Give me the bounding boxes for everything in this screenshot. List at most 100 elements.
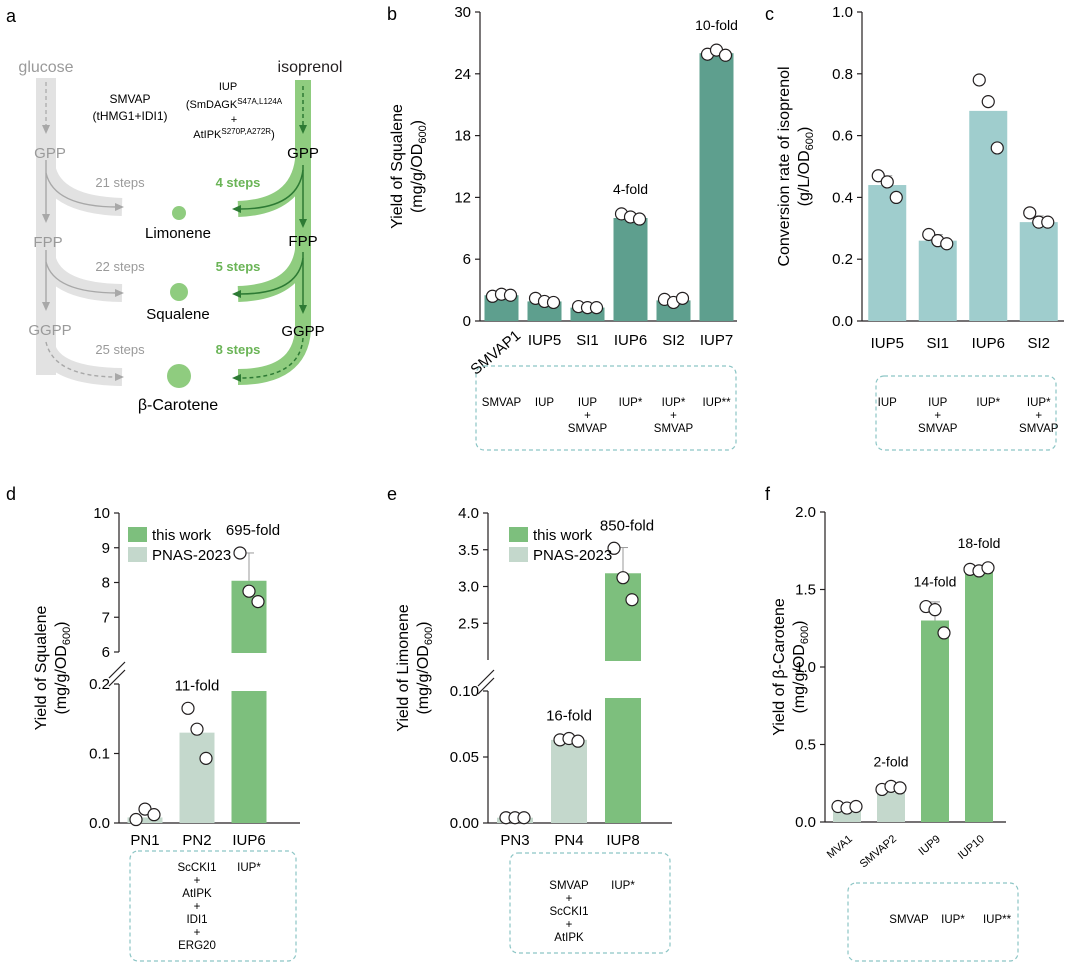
- right-node-ggpp: GGPP: [281, 323, 324, 340]
- strain-description-text: ScCKI1: [550, 906, 589, 918]
- left-node-ggpp: GGPP: [28, 322, 71, 339]
- limonene-circle: [172, 206, 186, 220]
- left-steps-3: 25 steps: [95, 342, 145, 357]
- x-tick-label: PN3: [500, 832, 529, 849]
- product-squalene: Squalene: [146, 306, 209, 323]
- data-point: [871, 169, 885, 183]
- data-point: [517, 811, 531, 825]
- y-tick-label: 24: [454, 66, 471, 83]
- strain-description-text: IUP*: [611, 880, 635, 892]
- bar-iup10: [965, 570, 993, 822]
- strain-description-text: IUP: [878, 397, 898, 409]
- strain-description-text: +: [194, 927, 201, 939]
- y-tick-label: 18: [454, 128, 471, 145]
- y-axis-unit-end: ): [409, 120, 426, 125]
- legend-label-pnas: PNAS-2023: [533, 547, 612, 564]
- carotene-circle: [167, 364, 191, 388]
- y-axis-unit-subscript: 600: [804, 132, 816, 150]
- y-tick-label: 12: [454, 189, 471, 206]
- y-axis-label-line2: (mg/g/OD600): [53, 621, 73, 714]
- y-tick-label: 0.05: [450, 749, 479, 766]
- left-steps-1: 21 steps: [95, 175, 145, 190]
- left-node-fpp: FPP: [33, 234, 62, 251]
- x-tick-label: SMVAP2: [858, 833, 899, 870]
- y-axis-unit: (mg/g/OD: [791, 644, 808, 713]
- y-tick-label: 10: [93, 505, 110, 522]
- strain-description-text: +: [584, 410, 591, 422]
- iup-enzyme-2: AtIPKS270P,A272R): [193, 127, 274, 141]
- y-tick-label: 0.00: [450, 815, 479, 832]
- data-point: [147, 808, 161, 822]
- y-axis-unit-subscript: 600: [799, 626, 811, 644]
- axis-break-mark: [108, 661, 126, 679]
- strain-description-text: IUP*: [941, 914, 965, 926]
- strain-description-text: +: [670, 410, 677, 422]
- bar-iup5: [868, 185, 907, 321]
- y-tick-label: 8: [102, 575, 110, 592]
- strain-description-text: +: [566, 919, 573, 931]
- strain-description-box: [847, 882, 1019, 962]
- panel-label-b: b: [387, 4, 397, 24]
- panel-a-pathway-diagram: a: [6, 6, 342, 414]
- strain-description-box: [509, 852, 671, 954]
- data-point: [1023, 206, 1037, 220]
- x-tick-label: IUP8: [606, 832, 639, 849]
- chart-d-squalene-comparison: 0.0 0.1 0.2 6 7 8 9 10 PN1 PN2 IUP6 11-fold 695-fold…: [33, 505, 300, 962]
- fold-change-annotation: 10-fold: [695, 17, 738, 33]
- y-tick-label: 0.5: [795, 737, 816, 754]
- data-point: [181, 701, 195, 715]
- glucose-pathway-arrows: [36, 78, 124, 386]
- x-tick-label: IUP5: [528, 332, 561, 349]
- bar-iup7: [699, 53, 734, 321]
- x-tick-label: MVA1: [825, 833, 855, 861]
- strain-description-text: SMVAP: [482, 397, 522, 409]
- bar-si1: [918, 240, 957, 321]
- y-tick-label: 1.5: [795, 582, 816, 599]
- y-tick-label: 0: [463, 313, 471, 330]
- data-point: [589, 301, 604, 315]
- bar-iup6: [969, 110, 1008, 321]
- product-carotene: β-Carotene: [138, 397, 218, 414]
- x-tick-label: SI2: [1027, 335, 1050, 352]
- bar-iup8: [605, 573, 641, 823]
- bar-iup6: [613, 218, 648, 321]
- data-point: [675, 291, 690, 305]
- strain-description-box: [875, 375, 1057, 451]
- right-node-gpp: GPP: [287, 145, 319, 162]
- y-tick-label: 3.5: [458, 542, 479, 559]
- data-point: [990, 141, 1004, 155]
- y-tick-label: 1.0: [832, 4, 853, 21]
- strain-description-text: IDI1: [186, 914, 207, 926]
- strain-description-text: SMVAP: [918, 423, 958, 435]
- panel-label-f: f: [765, 484, 771, 504]
- data-point: [981, 561, 995, 575]
- strain-description-text: +: [194, 901, 201, 913]
- data-point: [616, 571, 630, 585]
- legend-swatch-pnas: [509, 547, 528, 562]
- bar-iup9: [921, 620, 949, 822]
- y-tick-label: 0.2: [89, 676, 110, 693]
- data-point: [981, 95, 995, 109]
- strain-description-text: IUP*: [619, 397, 643, 409]
- panel-label-c: c: [765, 4, 774, 24]
- y-axis-unit-subscript: 600: [61, 627, 73, 645]
- squalene-circle: [170, 283, 188, 301]
- y-tick-label: 0.0: [89, 815, 110, 832]
- data-point: [625, 593, 639, 607]
- data-point: [718, 48, 733, 62]
- y-tick-label: 4.0: [458, 505, 479, 522]
- bar-smvap2: [877, 792, 905, 822]
- legend-swatch-pnas: [128, 547, 147, 562]
- fold-change-annotation: 2-fold: [873, 753, 908, 769]
- data-point: [546, 295, 561, 310]
- chart-e-limonene-comparison: 0.00 0.05 0.10 2.5 3.0 3.5 4.0 PN3 PN4 IUP8 16-fol…: [395, 505, 672, 954]
- fold-change-annotation: 11-fold: [175, 677, 220, 694]
- strain-description-text: +: [1035, 410, 1042, 422]
- y-axis-unit-subscript: 600: [417, 125, 429, 143]
- y-tick-label: 1.0: [795, 659, 816, 676]
- data-point: [251, 595, 265, 609]
- axis-break-mark: [477, 669, 495, 687]
- iup-label: IUP: [219, 81, 237, 93]
- smvap-sub-label: (tHMG1+IDI1): [92, 109, 167, 123]
- x-tick-label: IUP10: [956, 833, 987, 862]
